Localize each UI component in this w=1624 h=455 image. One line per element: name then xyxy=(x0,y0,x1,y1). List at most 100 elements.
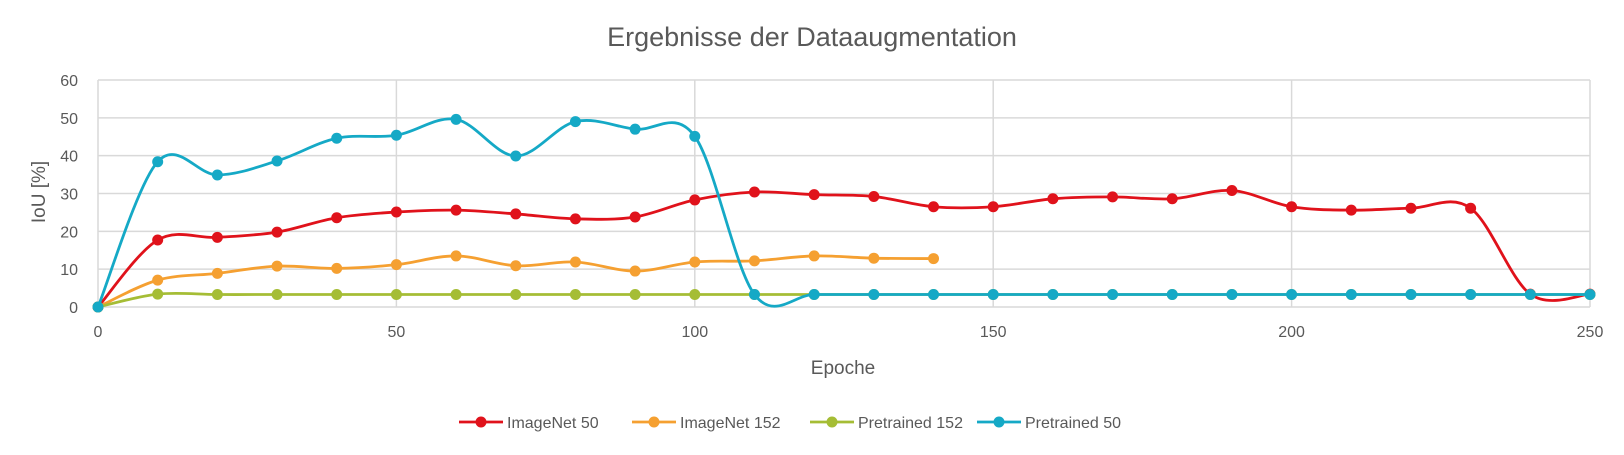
data-point-imagenet-152 xyxy=(928,253,940,265)
data-point-imagenet-152 xyxy=(211,267,223,279)
data-point-pretrained-50 xyxy=(271,155,283,167)
legend-item-imagenet-50: ImageNet 50 xyxy=(459,415,599,432)
data-point-pretrained-152 xyxy=(390,289,402,301)
legend-label: ImageNet 50 xyxy=(507,415,599,432)
y-tick-label: 0 xyxy=(69,300,78,317)
data-point-pretrained-50 xyxy=(390,129,402,141)
data-point-imagenet-50 xyxy=(1226,184,1238,196)
legend-label: Pretrained 152 xyxy=(858,415,963,432)
data-point-pretrained-50 xyxy=(748,289,760,301)
data-point-pretrained-50 xyxy=(1345,289,1357,301)
data-point-imagenet-152 xyxy=(271,260,283,272)
data-point-pretrained-152 xyxy=(569,289,581,301)
legend-swatch-marker xyxy=(475,416,487,428)
data-point-pretrained-50 xyxy=(1107,289,1119,301)
data-point-pretrained-50 xyxy=(629,123,641,135)
data-point-imagenet-50 xyxy=(569,213,581,225)
data-point-pretrained-50 xyxy=(1166,289,1178,301)
data-point-imagenet-50 xyxy=(450,204,462,216)
data-point-pretrained-50 xyxy=(510,150,522,162)
data-point-pretrained-50 xyxy=(152,156,164,168)
x-axis-label: Epoche xyxy=(811,358,875,379)
legend-swatch-marker xyxy=(826,416,838,428)
data-point-pretrained-50 xyxy=(1524,289,1536,301)
data-point-imagenet-50 xyxy=(928,201,940,213)
data-point-imagenet-152 xyxy=(569,256,581,268)
x-tick-label: 250 xyxy=(1577,324,1604,341)
y-tick-label: 20 xyxy=(60,224,78,241)
data-point-imagenet-152 xyxy=(868,252,880,264)
data-point-pretrained-152 xyxy=(450,289,462,301)
x-tick-label: 150 xyxy=(980,324,1007,341)
y-tick-label: 10 xyxy=(60,262,78,279)
axes: 0 10 20 30 40 50 60 0 50 100 150 200 250 xyxy=(60,73,1603,341)
data-point-pretrained-50 xyxy=(928,289,940,301)
series-line-imagenet-50 xyxy=(96,189,1591,308)
x-tick-label: 200 xyxy=(1278,324,1305,341)
series-imagenet-50 xyxy=(92,184,1596,313)
data-point-imagenet-50 xyxy=(1465,202,1477,214)
data-point-imagenet-152 xyxy=(748,255,760,267)
data-point-pretrained-152 xyxy=(211,289,223,301)
data-point-imagenet-50 xyxy=(331,212,343,224)
series-pretrained-50 xyxy=(92,113,1596,313)
data-point-imagenet-50 xyxy=(689,194,701,206)
legend-label: Pretrained 50 xyxy=(1025,415,1121,432)
data-point-imagenet-50 xyxy=(987,201,999,213)
y-tick-label: 30 xyxy=(60,187,78,204)
data-point-pretrained-50 xyxy=(1405,289,1417,301)
data-point-imagenet-50 xyxy=(1047,193,1059,205)
data-point-pretrained-50 xyxy=(1465,289,1477,301)
data-point-pretrained-152 xyxy=(271,289,283,301)
data-point-imagenet-152 xyxy=(152,274,164,286)
data-point-pretrained-50 xyxy=(987,289,999,301)
y-tick-label: 60 xyxy=(60,73,78,90)
data-point-pretrained-50 xyxy=(331,132,343,144)
series-group xyxy=(92,113,1596,313)
data-point-imagenet-152 xyxy=(390,259,402,271)
gridlines xyxy=(97,79,1591,308)
data-point-imagenet-152 xyxy=(331,262,343,274)
data-point-pretrained-50 xyxy=(1584,289,1596,301)
data-point-imagenet-50 xyxy=(629,211,641,223)
data-point-imagenet-50 xyxy=(510,208,522,220)
data-point-pretrained-152 xyxy=(152,288,164,300)
data-point-pretrained-50 xyxy=(689,130,701,142)
legend-item-pretrained-50: Pretrained 50 xyxy=(977,415,1121,432)
x-tick-label: 50 xyxy=(388,324,406,341)
series-imagenet-152 xyxy=(92,250,940,313)
data-point-imagenet-50 xyxy=(1345,204,1357,216)
legend-item-pretrained-152: Pretrained 152 xyxy=(810,415,963,432)
data-point-pretrained-50 xyxy=(1047,289,1059,301)
data-point-pretrained-50 xyxy=(1226,289,1238,301)
data-point-imagenet-152 xyxy=(510,260,522,272)
series-pretrained-152 xyxy=(92,288,1596,313)
data-point-imagenet-50 xyxy=(1166,193,1178,205)
legend-item-imagenet-152: ImageNet 152 xyxy=(632,415,781,432)
data-point-pretrained-50 xyxy=(211,169,223,181)
data-point-pretrained-152 xyxy=(510,289,522,301)
data-point-pretrained-50 xyxy=(808,289,820,301)
data-point-pretrained-152 xyxy=(629,289,641,301)
data-point-pretrained-152 xyxy=(331,289,343,301)
y-axis-label: IoU [%] xyxy=(29,161,50,223)
y-tick-label: 40 xyxy=(60,149,78,166)
x-tick-label: 100 xyxy=(681,324,708,341)
series-line-pretrained-50 xyxy=(96,117,1590,308)
data-point-imagenet-50 xyxy=(1107,191,1119,203)
data-point-imagenet-152 xyxy=(629,265,641,277)
legend: ImageNet 50 ImageNet 152 Pretrained 152 Pre… xyxy=(459,415,1121,432)
data-point-pretrained-50 xyxy=(1286,289,1298,301)
data-point-imagenet-50 xyxy=(211,231,223,243)
legend-swatch-marker xyxy=(648,416,660,428)
data-point-imagenet-50 xyxy=(152,234,164,246)
data-point-imagenet-50 xyxy=(748,186,760,198)
data-point-imagenet-152 xyxy=(808,250,820,262)
data-point-pretrained-50 xyxy=(569,116,581,128)
data-point-imagenet-50 xyxy=(271,226,283,238)
data-point-pretrained-50 xyxy=(92,301,104,313)
data-point-imagenet-50 xyxy=(390,206,402,218)
data-point-pretrained-50 xyxy=(868,289,880,301)
data-point-pretrained-152 xyxy=(689,289,701,301)
